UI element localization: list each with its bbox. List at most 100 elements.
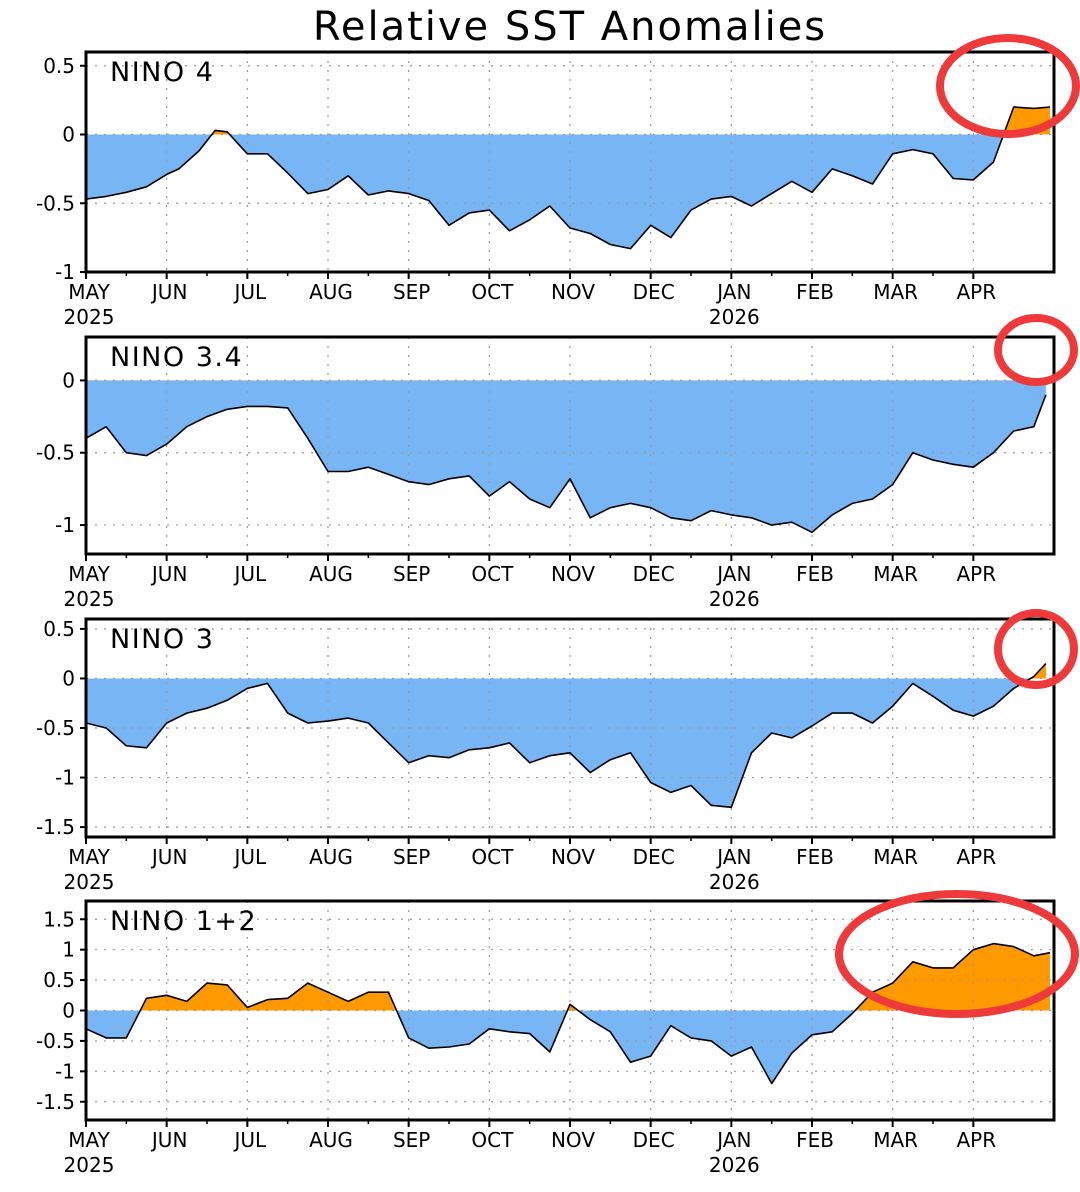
x-tick-label: JUN <box>150 1128 188 1152</box>
y-tick-label: -1.5 <box>36 815 75 839</box>
y-tick-label: -1.5 <box>36 1090 75 1114</box>
negative-area <box>86 380 1046 533</box>
x-tick-label: JUN <box>150 845 188 869</box>
x-tick-label: APR <box>957 845 997 869</box>
highlight-circle <box>835 890 1079 1018</box>
y-tick-label: 0 <box>62 123 75 147</box>
x-tick-label: NOV <box>551 280 595 304</box>
x-tick-label: AUG <box>309 1128 353 1152</box>
x-tick-label: JUN <box>150 562 188 586</box>
series-line <box>85 663 1047 809</box>
y-tick-label: 0.5 <box>43 968 75 992</box>
x-year-label: 2026 <box>709 870 760 894</box>
series-line <box>85 106 1051 250</box>
x-tick-label: JUL <box>232 280 267 304</box>
x-tick-label: OCT <box>471 562 514 586</box>
x-tick-label: JUL <box>232 1128 267 1152</box>
x-year-label: 2026 <box>709 1153 760 1177</box>
x-year-label: 2025 <box>64 305 115 329</box>
panel-nino12: 1.5 1 0.5 0 -0.5 -1 -1.5 MAY JUN JUL AUG SEP OCT NOV D… <box>0 890 1080 1186</box>
panel-nino4: 0.5 0 -0.5 -1 MAY JUN JUL AUG SEP OCT NOV DEC JAN FEB… <box>0 34 1080 338</box>
x-tick-label: DEC <box>633 280 675 304</box>
x-tick-label: AUG <box>309 845 353 869</box>
y-tick-label: -1 <box>55 260 75 284</box>
x-tick-label: DEC <box>633 845 675 869</box>
series-name: NINO 3 <box>110 624 214 655</box>
series-line <box>85 942 1051 1085</box>
y-tick-label: -1 <box>55 1059 75 1083</box>
highlight-circle <box>994 609 1078 689</box>
series-name: NINO 4 <box>110 57 214 88</box>
x-tick-label: MAR <box>873 280 918 304</box>
highlight-circle <box>936 34 1080 138</box>
panel-nino3: 0.5 0 -0.5 -1 -1.5 MAY JUN JUL AUG SEP OCT NOV DEC JA… <box>0 609 1080 900</box>
x-tick-label: SEP <box>393 845 430 869</box>
x-year-label: 2026 <box>709 305 760 329</box>
x-tick-label: APR <box>957 1128 997 1152</box>
x-year-label: 2025 <box>64 587 115 611</box>
negative-area <box>86 134 1050 249</box>
x-tick-label: DEC <box>633 562 675 586</box>
x-tick-label: MAR <box>873 845 918 869</box>
x-tick-label: JUL <box>232 562 267 586</box>
panel-nino34: 0 -0.5 -1 MAY JUN JUL AUG SEP OCT NOV DEC JAN FEB MAR… <box>0 314 1080 618</box>
y-tick-label: 0 <box>62 666 75 690</box>
chart-nino12: 1.5 1 0.5 0 -0.5 -1 -1.5 MAY JUN JUL AUG SEP OCT NOV D… <box>36 890 1079 1177</box>
page-title: Relative SST Anomalies <box>312 4 828 50</box>
negative-area <box>86 1010 1050 1084</box>
x-year-label: 2026 <box>709 587 760 611</box>
y-tick-label: 0 <box>62 368 75 392</box>
x-tick-label: JAN <box>715 845 751 869</box>
y-tick-label: -0.5 <box>36 191 75 215</box>
x-tick-label: SEP <box>393 562 430 586</box>
x-tick-label: NOV <box>551 562 595 586</box>
y-tick-label: 1.5 <box>43 907 75 931</box>
x-tick-label: FEB <box>796 280 834 304</box>
y-tick-label: -0.5 <box>36 441 75 465</box>
chart-nino34: 0 -0.5 -1 MAY JUN JUL AUG SEP OCT NOV DEC JAN FEB MAR… <box>36 314 1078 611</box>
x-tick-label: JAN <box>715 280 751 304</box>
x-tick-label: MAY <box>68 562 110 586</box>
x-tick-label: SEP <box>393 280 430 304</box>
x-tick-label: APR <box>957 280 997 304</box>
positive-area <box>86 943 1050 1011</box>
x-tick-label: MAY <box>68 1128 110 1152</box>
y-tick-label: 0 <box>62 999 75 1023</box>
series-line <box>85 394 1047 534</box>
y-tick-label: -0.5 <box>36 1029 75 1053</box>
y-tick-label: -1 <box>55 766 75 790</box>
x-tick-label: JAN <box>715 562 751 586</box>
y-tick-label: 1 <box>62 938 75 962</box>
x-tick-label: AUG <box>309 562 353 586</box>
y-tick-label: -1 <box>55 513 75 537</box>
x-tick-label: OCT <box>471 845 514 869</box>
x-tick-label: JAN <box>715 1128 751 1152</box>
x-tick-label: FEB <box>796 1128 834 1152</box>
x-tick-label: JUL <box>232 845 267 869</box>
negative-area <box>86 678 1031 808</box>
series-name: NINO 3.4 <box>110 342 243 373</box>
x-tick-label: OCT <box>471 280 514 304</box>
x-tick-label: OCT <box>471 1128 514 1152</box>
x-tick-label: DEC <box>633 1128 675 1152</box>
x-tick-label: MAR <box>873 1128 918 1152</box>
x-tick-label: SEP <box>393 1128 430 1152</box>
highlight-circle <box>994 314 1078 386</box>
y-tick-label: 0.5 <box>43 54 75 78</box>
x-tick-label: FEB <box>796 845 834 869</box>
series-name: NINO 1+2 <box>110 906 257 937</box>
x-tick-label: AUG <box>309 280 353 304</box>
y-tick-label: 0.5 <box>43 617 75 641</box>
x-tick-label: MAY <box>68 280 110 304</box>
x-tick-label: MAR <box>873 562 918 586</box>
x-tick-label: NOV <box>551 845 595 869</box>
x-year-label: 2025 <box>64 870 115 894</box>
chart-nino3: 0.5 0 -0.5 -1 -1.5 MAY JUN JUL AUG SEP OCT NOV DEC JA… <box>36 609 1078 894</box>
x-tick-label: FEB <box>796 562 834 586</box>
x-year-label: 2025 <box>64 1153 115 1177</box>
x-tick-label: MAY <box>68 845 110 869</box>
x-tick-label: APR <box>957 562 997 586</box>
y-tick-label: -0.5 <box>36 716 75 740</box>
x-tick-label: JUN <box>150 280 188 304</box>
